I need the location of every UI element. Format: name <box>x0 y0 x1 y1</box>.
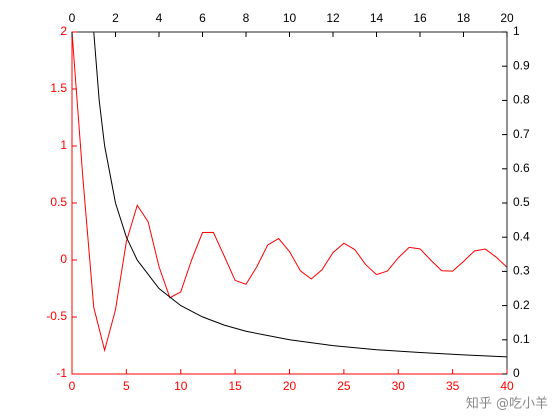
y-tick-label: 2 <box>60 24 67 38</box>
y2-tick-label: 0.2 <box>513 298 530 312</box>
y-tick-label: 0 <box>60 252 67 266</box>
y-tick-label: 1 <box>60 138 67 152</box>
x2-tick-label: 2 <box>112 11 119 25</box>
x2-tick-label: 20 <box>500 11 514 25</box>
x-tick-label: 5 <box>123 379 130 393</box>
x2-tick-label: 0 <box>69 11 76 25</box>
y2-tick-label: 0.3 <box>513 264 530 278</box>
y2-tick-label: 0 <box>513 366 520 380</box>
x2-tick-label: 16 <box>413 11 427 25</box>
x-tick-label: 25 <box>337 379 351 393</box>
y-tick-label: -1 <box>56 366 67 380</box>
x2-tick-label: 10 <box>283 11 297 25</box>
series-line <box>72 32 507 353</box>
watermark: 知乎 @吃小羊 <box>466 396 548 412</box>
y2-tick-label: 0.9 <box>513 58 530 72</box>
x-tick-label: 10 <box>174 379 188 393</box>
x2-tick-label: 8 <box>243 11 250 25</box>
x2-tick-label: 14 <box>370 11 384 25</box>
x-tick-label: 30 <box>392 379 406 393</box>
y-tick-label: -0.5 <box>46 309 67 323</box>
x2-tick-label: 18 <box>457 11 471 25</box>
y2-tick-label: 0.4 <box>513 229 530 243</box>
x-tick-label: 35 <box>446 379 460 393</box>
x-tick-label: 15 <box>228 379 242 393</box>
x-tick-label: 20 <box>283 379 297 393</box>
y-tick-label: 1.5 <box>50 81 67 95</box>
series-line <box>93 32 507 358</box>
y2-tick-label: 0.8 <box>513 93 530 107</box>
x-tick-label: 40 <box>500 379 514 393</box>
y2-tick-label: 0.6 <box>513 161 530 175</box>
y-tick-label: 0.5 <box>50 195 67 209</box>
x2-tick-label: 6 <box>199 11 206 25</box>
x-tick-label: 0 <box>69 379 76 393</box>
x2-tick-label: 4 <box>156 11 163 25</box>
x2-tick-label: 12 <box>326 11 340 25</box>
y2-tick-label: 0.5 <box>513 195 530 209</box>
y2-tick-label: 0.1 <box>513 332 530 346</box>
y2-tick-label: 1 <box>513 24 520 38</box>
y2-tick-label: 0.7 <box>513 127 530 141</box>
